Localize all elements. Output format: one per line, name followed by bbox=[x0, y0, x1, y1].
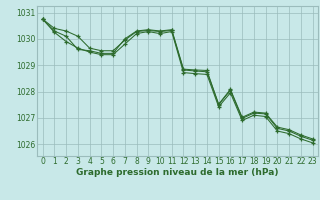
X-axis label: Graphe pression niveau de la mer (hPa): Graphe pression niveau de la mer (hPa) bbox=[76, 168, 279, 177]
